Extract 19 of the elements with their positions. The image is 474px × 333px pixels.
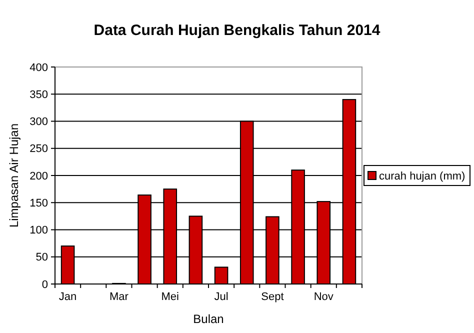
y-tick-label: 400 — [30, 62, 48, 74]
chart-title: Data Curah Hujan Bengkalis Tahun 2014 — [94, 22, 381, 39]
x-tick-label: Nov — [314, 291, 334, 303]
x-tick-label: Sept — [261, 291, 284, 303]
x-tick-label: Mei — [161, 291, 179, 303]
y-tick-label: 0 — [42, 278, 48, 291]
y-tick-label: 100 — [30, 224, 48, 237]
y-tick-label: 300 — [30, 116, 48, 128]
legend-label: curah hujan (mm) — [379, 170, 466, 182]
y-tick-label: 150 — [30, 197, 48, 210]
x-tick-label: Mar — [109, 291, 129, 303]
y-axis-title: Limpasan Air Hujan — [7, 123, 21, 228]
y-tick-label: 350 — [30, 88, 48, 101]
x-axis-title: Bulan — [193, 312, 224, 326]
y-tick-label: 50 — [36, 252, 48, 264]
x-tick-label: Jan — [58, 291, 77, 303]
y-tick-label: 200 — [30, 170, 48, 182]
x-tick-label: Jul — [214, 291, 228, 303]
y-tick-label: 250 — [30, 143, 48, 156]
